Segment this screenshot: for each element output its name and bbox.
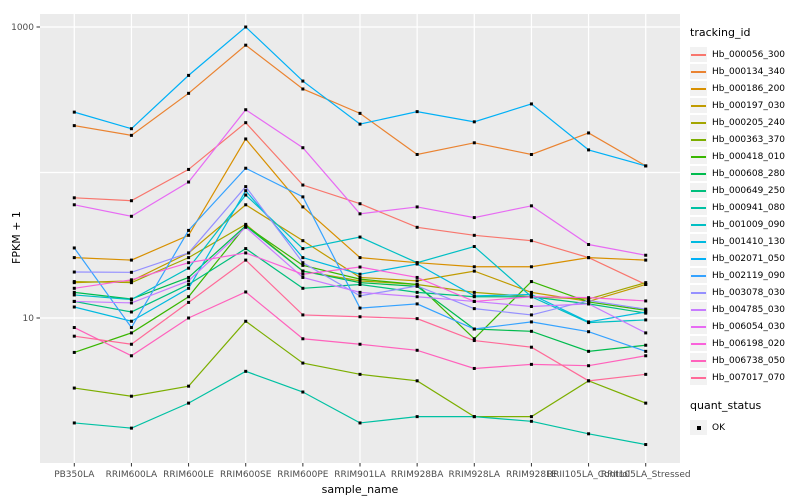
legend-label: Hb_002071_050 bbox=[712, 253, 786, 264]
legend-item: Hb_000941_080 bbox=[690, 199, 798, 216]
y-axis-tick-labels: 10 1000 bbox=[11, 23, 34, 324]
legend-label: Hb_000608_280 bbox=[712, 168, 786, 179]
series-line-key-icon bbox=[690, 353, 707, 368]
legend-item: Hb_000205_240 bbox=[690, 114, 798, 131]
legend-item: Hb_007017_070 bbox=[690, 369, 798, 386]
svg-text:RRIM600LE: RRIM600LE bbox=[163, 470, 214, 480]
quant-status-title: quant_status bbox=[690, 399, 762, 412]
legend-label: OK bbox=[712, 422, 725, 433]
y-axis-title: FPKM + 1 bbox=[10, 211, 23, 264]
axis-ticks bbox=[36, 26, 647, 467]
legend-item: Hb_000649_250 bbox=[690, 182, 798, 199]
series-line-key-icon bbox=[690, 217, 707, 232]
svg-text:RRIM600PE: RRIM600PE bbox=[277, 470, 329, 480]
legend-label: Hb_007017_070 bbox=[712, 372, 786, 383]
legend-item: Hb_002119_090 bbox=[690, 267, 798, 284]
quant-status-legend: quant_status OK bbox=[690, 399, 798, 436]
legend-label: Hb_000056_300 bbox=[712, 49, 786, 60]
svg-text:RRII105LA_Control: RRII105LA_Control bbox=[547, 470, 630, 480]
svg-text:PB350LA: PB350LA bbox=[54, 470, 95, 480]
legend-item: Hb_000197_030 bbox=[690, 97, 798, 114]
series-line-key-icon bbox=[690, 302, 707, 317]
svg-text:RRIM928LE: RRIM928LE bbox=[506, 470, 557, 480]
legend-label: Hb_003078_030 bbox=[712, 287, 786, 298]
x-axis-tick-labels: PB350LA RRIM600LA RRIM600LE RRIM600SE RRIM60… bbox=[54, 470, 690, 480]
legend-label: Hb_000186_200 bbox=[712, 83, 786, 94]
legend-label: Hb_000205_240 bbox=[712, 117, 786, 128]
legend-title: tracking_id bbox=[690, 26, 751, 39]
legend-label: Hb_000134_340 bbox=[712, 66, 786, 77]
legend-label: Hb_001410_130 bbox=[712, 236, 786, 247]
legend-item: Hb_001410_130 bbox=[690, 233, 798, 250]
legend: tracking_id Hb_000056_300 Hb_000134_340 Hb… bbox=[690, 26, 798, 436]
legend-label: Hb_000418_010 bbox=[712, 151, 786, 162]
series-line-key-icon bbox=[690, 166, 707, 181]
legend-item: Hb_006198_020 bbox=[690, 335, 798, 352]
series-line-key-icon bbox=[690, 98, 707, 113]
legend-item: Hb_004785_030 bbox=[690, 301, 798, 318]
legend-item: Hb_000134_340 bbox=[690, 63, 798, 80]
svg-text:10: 10 bbox=[23, 314, 35, 324]
series-line-key-icon bbox=[690, 370, 707, 385]
series-line-key-icon bbox=[690, 81, 707, 96]
series-line-key-icon bbox=[690, 115, 707, 130]
legend-label: Hb_000649_250 bbox=[712, 185, 786, 196]
legend-label: Hb_006738_050 bbox=[712, 355, 786, 366]
legend-item: Hb_006738_050 bbox=[690, 352, 798, 369]
series-line-key-icon bbox=[690, 251, 707, 266]
series-line-key-icon bbox=[690, 268, 707, 283]
legend-item: OK bbox=[690, 419, 798, 436]
svg-text:RRIM901LA: RRIM901LA bbox=[334, 470, 386, 480]
legend-item: Hb_002071_050 bbox=[690, 250, 798, 267]
legend-label: Hb_001009_090 bbox=[712, 219, 786, 230]
point-marker-key-icon bbox=[690, 420, 707, 435]
legend-item: Hb_000418_010 bbox=[690, 148, 798, 165]
series-line-key-icon bbox=[690, 336, 707, 351]
legend-item: Hb_000186_200 bbox=[690, 80, 798, 97]
legend-items: Hb_000056_300 Hb_000134_340 Hb_000186_200 H… bbox=[690, 46, 798, 386]
svg-text:RRIM600LA: RRIM600LA bbox=[106, 470, 158, 480]
svg-text:RRII105LA_Stressed: RRII105LA_Stressed bbox=[601, 470, 691, 480]
svg-text:RRIM928LA: RRIM928LA bbox=[449, 470, 501, 480]
svg-text:1000: 1000 bbox=[11, 23, 34, 33]
legend-item: Hb_000056_300 bbox=[690, 46, 798, 63]
legend-label: Hb_006198_020 bbox=[712, 338, 786, 349]
series-line-key-icon bbox=[690, 183, 707, 198]
legend-label: Hb_006054_030 bbox=[712, 321, 786, 332]
x-axis-title: sample_name bbox=[321, 483, 399, 496]
legend-item: Hb_000363_370 bbox=[690, 131, 798, 148]
legend-label: Hb_000363_370 bbox=[712, 134, 786, 145]
point-markers bbox=[72, 25, 648, 447]
legend-item: Hb_006054_030 bbox=[690, 318, 798, 335]
legend-label: Hb_000941_080 bbox=[712, 202, 786, 213]
svg-text:RRIM928BA: RRIM928BA bbox=[391, 470, 444, 480]
legend-label: Hb_000197_030 bbox=[712, 100, 786, 111]
legend-label: Hb_004785_030 bbox=[712, 304, 786, 315]
legend-item: Hb_001009_090 bbox=[690, 216, 798, 233]
series-line-key-icon bbox=[690, 64, 707, 79]
series-line-key-icon bbox=[690, 132, 707, 147]
series-line-key-icon bbox=[690, 47, 707, 62]
series-line-key-icon bbox=[690, 149, 707, 164]
series-line-key-icon bbox=[690, 319, 707, 334]
legend-item: Hb_000608_280 bbox=[690, 165, 798, 182]
legend-item: Hb_003078_030 bbox=[690, 284, 798, 301]
series-line-key-icon bbox=[690, 285, 707, 300]
svg-text:RRIM600SE: RRIM600SE bbox=[220, 470, 272, 480]
legend-label: Hb_002119_090 bbox=[712, 270, 786, 281]
series-line-key-icon bbox=[690, 234, 707, 249]
series-line-key-icon bbox=[690, 200, 707, 215]
